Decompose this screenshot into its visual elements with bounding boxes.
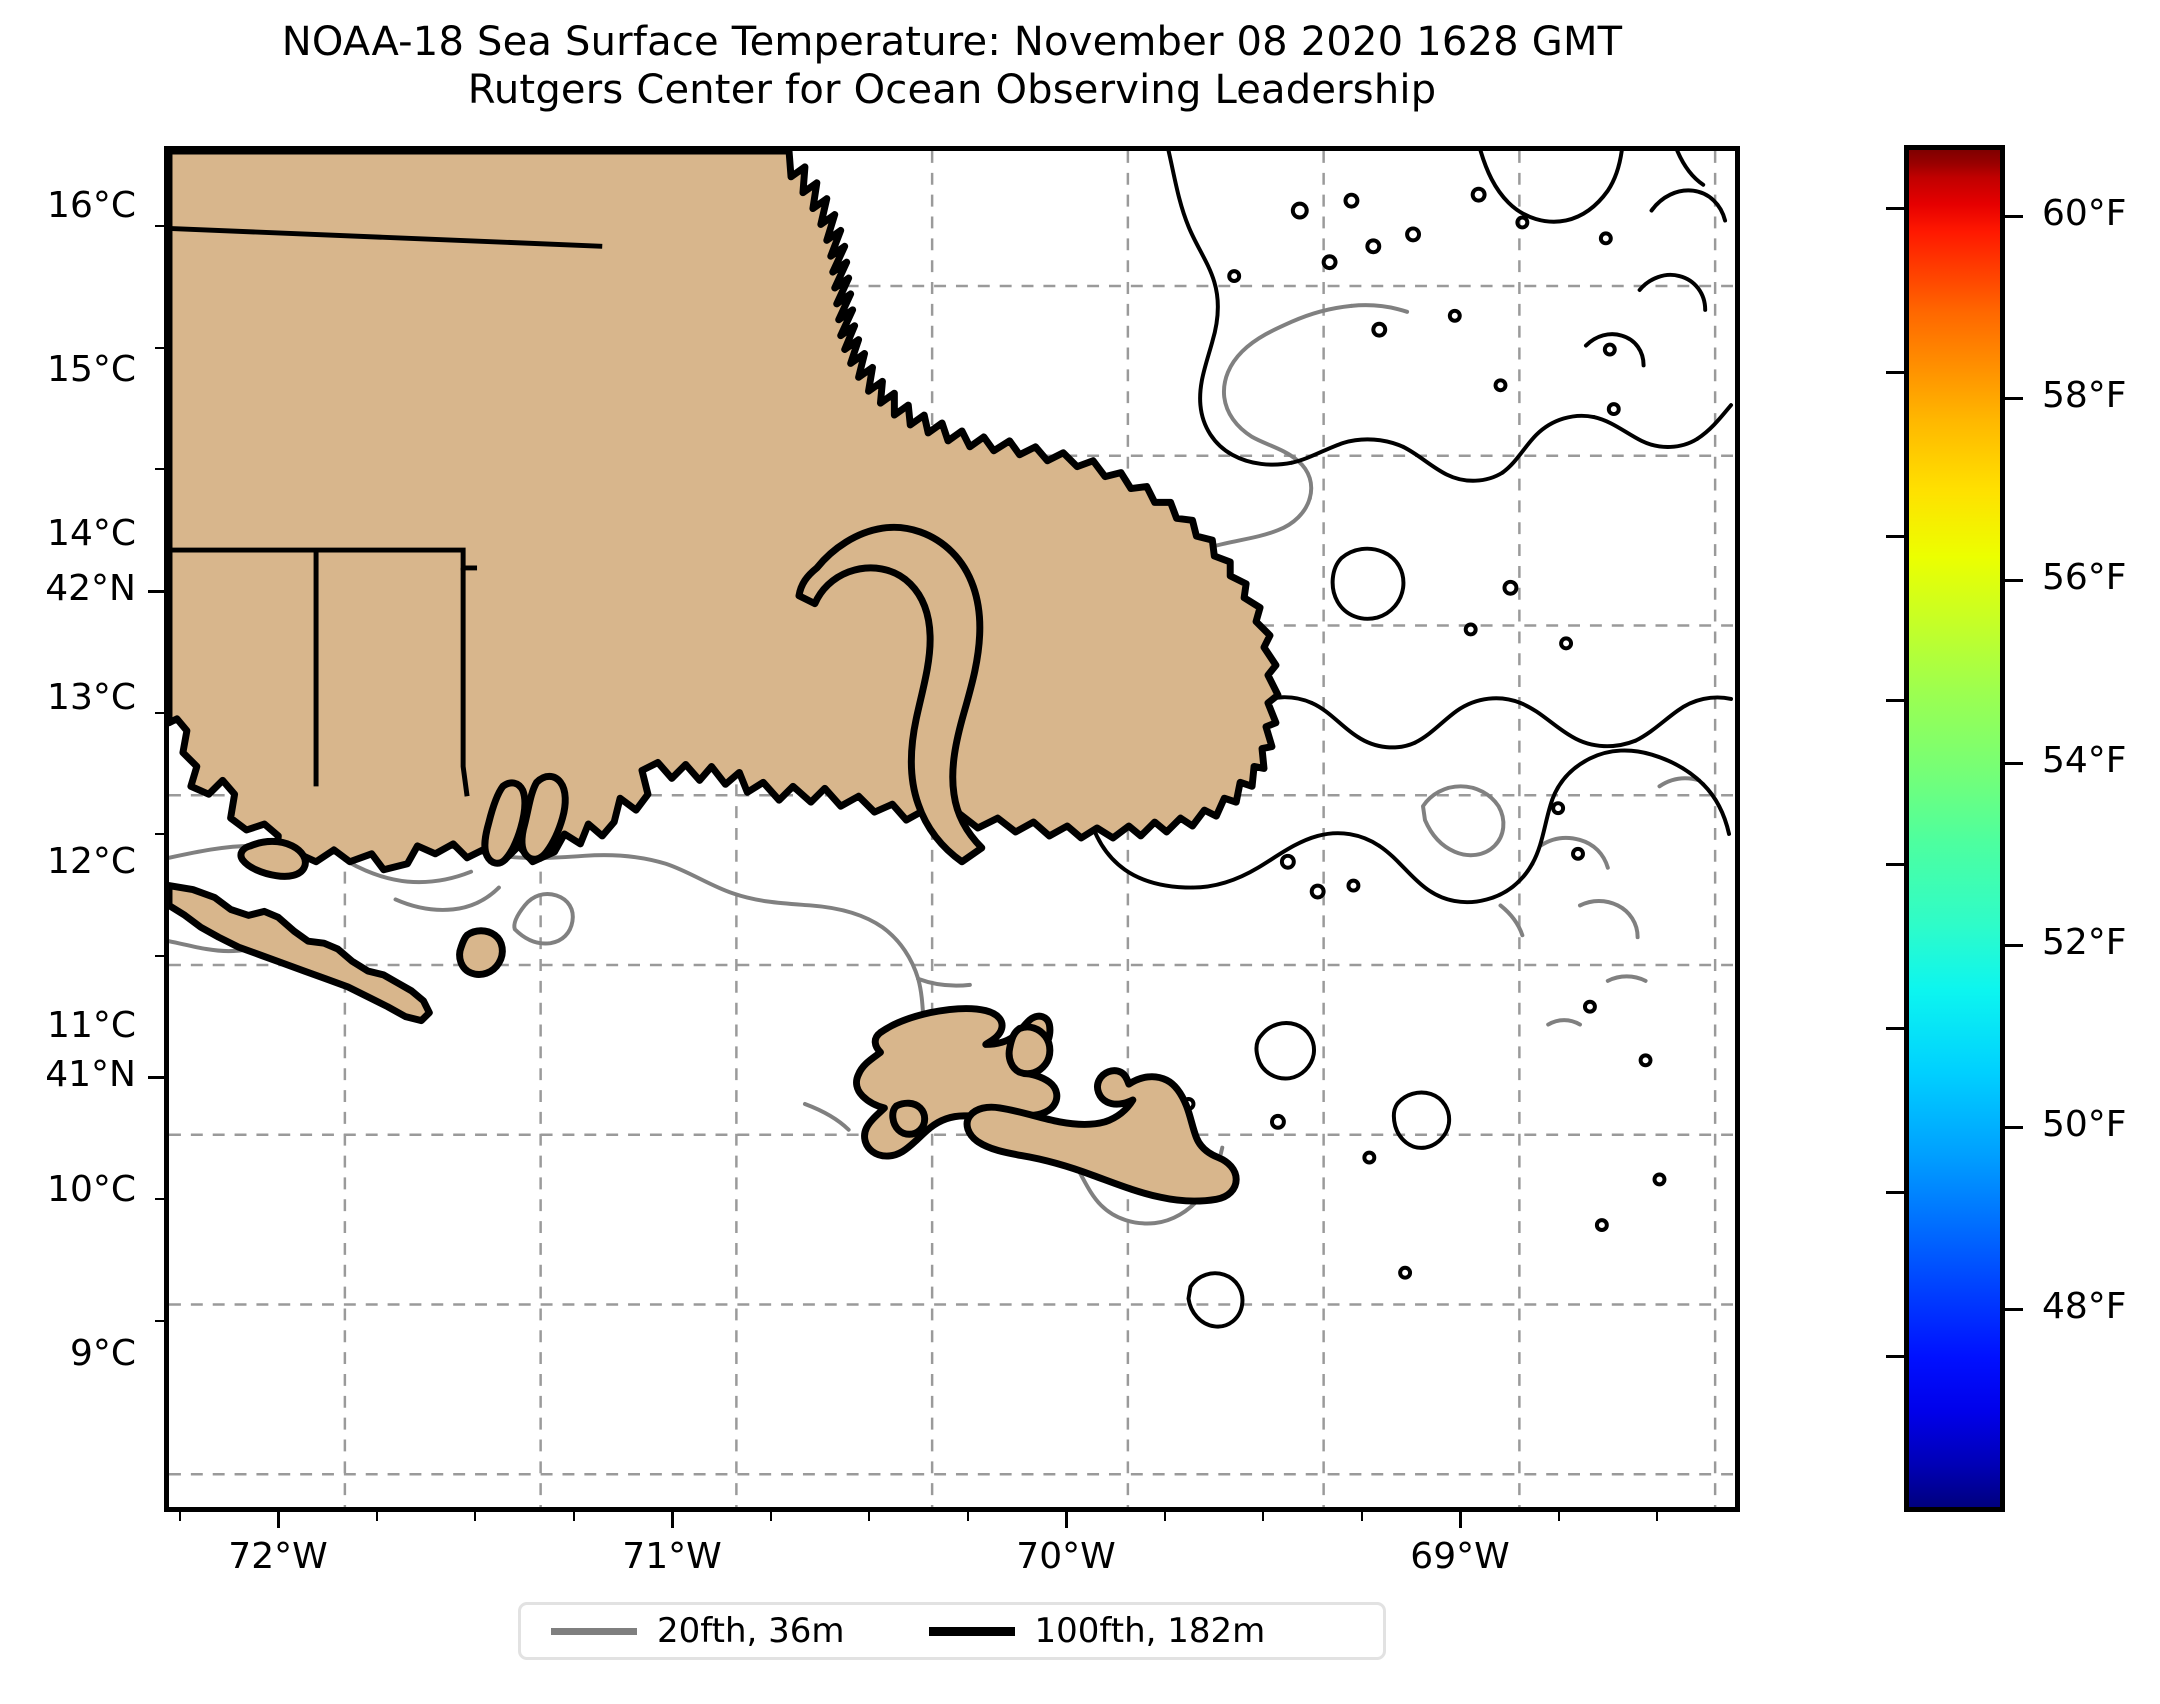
xtick-minor <box>1558 1512 1560 1521</box>
map-canvas <box>169 151 1735 1507</box>
ytick-label: 42°N <box>45 568 136 609</box>
cbar-tick-f <box>2005 579 2023 582</box>
cbar-label-c: 16°C <box>47 185 136 226</box>
xtick-minor <box>573 1512 575 1521</box>
xtick-label: 69°W <box>1410 1536 1510 1577</box>
cbar-tick-c <box>1886 1027 1904 1030</box>
page-title: NOAA-18 Sea Surface Temperature: Novembe… <box>0 18 1904 114</box>
xtick-major <box>1065 1512 1068 1528</box>
ytick-minor <box>155 1198 164 1200</box>
xtick-major <box>1459 1512 1462 1528</box>
xtick-minor <box>1656 1512 1658 1521</box>
cbar-tick-f <box>2005 1126 2023 1129</box>
cbar-label-f: 50°F <box>2042 1104 2127 1145</box>
land-nomans-island <box>889 1099 929 1138</box>
cbar-label-c: 14°C <box>47 513 136 554</box>
legend-label-20fth: 20fth, 36m <box>657 1611 845 1651</box>
cbar-label-c: 13°C <box>47 677 136 718</box>
land-cape-cod <box>795 523 986 866</box>
xtick-minor <box>179 1512 181 1521</box>
ytick-minor <box>155 225 164 227</box>
xtick-minor <box>770 1512 772 1521</box>
ytick-minor <box>155 1320 164 1322</box>
cbar-tick-f <box>2005 397 2023 400</box>
cbar-tick-c <box>1886 1355 1904 1358</box>
state-borders <box>169 225 603 797</box>
cbar-label-f: 58°F <box>2042 375 2127 416</box>
cbar-tick-c <box>1886 535 1904 538</box>
land-long-island-east <box>169 882 433 1025</box>
land-nantucket <box>963 1067 1240 1205</box>
cbar-label-c: 15°C <box>47 349 136 390</box>
cbar-label-c: 11°C <box>47 1005 136 1046</box>
ytick-minor <box>155 468 164 470</box>
temperature-colorbar[interactable] <box>1886 145 2023 1512</box>
legend-entry-20fth[interactable]: 20fth, 36m <box>521 1611 845 1651</box>
ytick-minor <box>155 833 164 835</box>
xtick-minor <box>1361 1512 1363 1521</box>
ytick-major <box>148 1076 164 1079</box>
cbar-label-c: 9°C <box>69 1333 136 1374</box>
xtick-minor <box>1164 1512 1166 1521</box>
cbar-tick-f <box>2005 1308 2023 1311</box>
ytick-major <box>148 590 164 593</box>
xtick-minor <box>967 1512 969 1521</box>
ytick-minor <box>155 955 164 957</box>
isobath-legend[interactable]: 20fth, 36m 100fth, 182m <box>518 1602 1386 1660</box>
cbar-tick-f <box>2005 215 2023 218</box>
land-chappaquiddick <box>1005 1023 1054 1078</box>
cbar-tick-c <box>1886 207 1904 210</box>
cbar-label-f: 54°F <box>2042 740 2127 781</box>
title-line-2: Rutgers Center for Ocean Observing Leade… <box>467 67 1437 113</box>
land-masses <box>169 151 1282 1205</box>
cbar-label-f: 60°F <box>2042 193 2127 234</box>
cbar-label-f: 52°F <box>2042 922 2127 963</box>
xtick-minor <box>376 1512 378 1521</box>
cbar-tick-c <box>1886 1191 1904 1194</box>
cbar-tick-f <box>2005 762 2023 765</box>
land-block-island <box>456 927 506 978</box>
xtick-label: 71°W <box>622 1536 722 1577</box>
legend-line-20fth-icon <box>551 1627 637 1635</box>
cbar-label-c: 10°C <box>47 1169 136 1210</box>
ytick-label: 41°N <box>45 1054 136 1095</box>
sst-map-axes[interactable] <box>164 146 1740 1512</box>
xtick-minor <box>1262 1512 1264 1521</box>
cbar-tick-f <box>2005 944 2023 947</box>
ytick-minor <box>155 712 164 714</box>
ytick-minor <box>155 347 164 349</box>
legend-entry-100fth[interactable]: 100fth, 182m <box>899 1611 1266 1651</box>
colorbar-gradient <box>1904 145 2005 1512</box>
cbar-tick-c <box>1886 863 1904 866</box>
xtick-minor <box>868 1512 870 1521</box>
cbar-label-f: 48°F <box>2042 1286 2127 1327</box>
land-fishers-island <box>237 837 309 880</box>
cbar-label-f: 56°F <box>2042 557 2127 598</box>
legend-label-100fth: 100fth, 182m <box>1034 1611 1266 1651</box>
legend-line-100fth-icon <box>928 1626 1015 1636</box>
xtick-label: 72°W <box>228 1536 328 1577</box>
cbar-tick-c <box>1886 699 1904 702</box>
cbar-label-c: 12°C <box>47 841 136 882</box>
cbar-tick-c <box>1886 371 1904 374</box>
xtick-major <box>671 1512 674 1528</box>
xtick-minor <box>474 1512 476 1521</box>
xtick-label: 70°W <box>1016 1536 1116 1577</box>
land-conanicut-island <box>481 779 529 867</box>
title-line-1: NOAA-18 Sea Surface Temperature: Novembe… <box>281 19 1623 65</box>
xtick-major <box>277 1512 280 1528</box>
